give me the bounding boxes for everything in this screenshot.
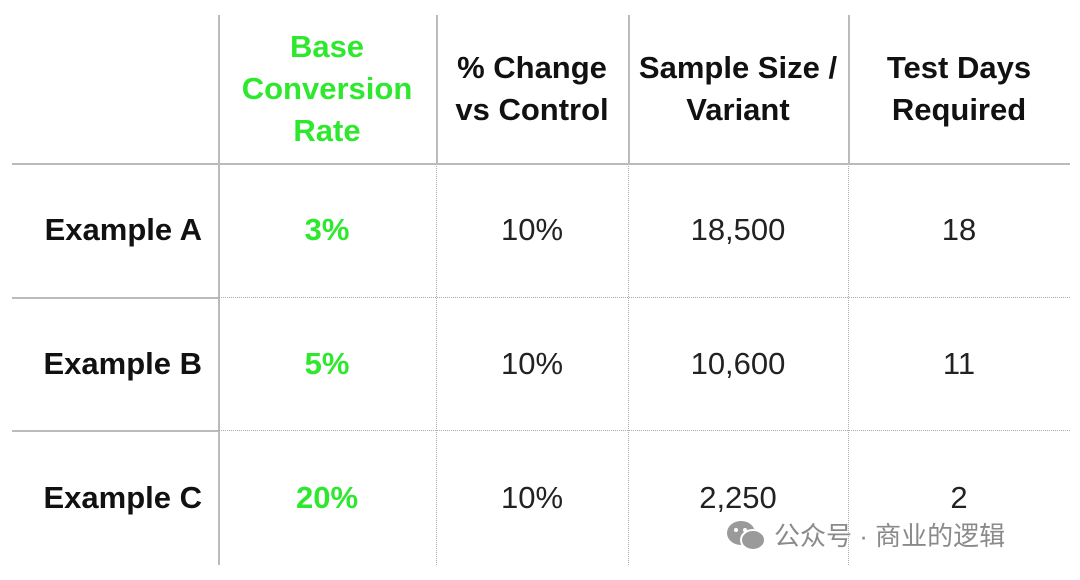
header-cell: % Change vs Control	[455, 50, 609, 127]
row-divider	[12, 297, 218, 299]
column-divider	[218, 163, 220, 565]
table-cell: 2,250	[699, 479, 777, 515]
column-divider	[628, 163, 629, 565]
row-label: Example B	[43, 345, 202, 381]
row-divider	[218, 430, 1070, 431]
column-divider	[436, 15, 438, 163]
table-cell: 5%	[304, 345, 350, 381]
table-cell: 11	[942, 345, 976, 381]
row-divider	[218, 297, 1070, 298]
table-cell: 18	[941, 212, 977, 247]
column-divider	[848, 163, 849, 565]
table-cell: 3%	[304, 212, 350, 247]
column-divider	[218, 15, 220, 163]
table-cell: 2	[950, 479, 968, 515]
wechat-icon	[727, 520, 766, 551]
table-cell: 10%	[500, 345, 564, 381]
column-divider	[628, 15, 630, 163]
table-cell: 10,600	[690, 345, 786, 381]
table-cell: 18,500	[690, 212, 786, 247]
table-cell: 20%	[295, 479, 359, 515]
header-divider	[12, 163, 1070, 165]
row-label: Example A	[44, 212, 202, 247]
column-divider	[436, 163, 437, 565]
header-cell: Base Conversion Rate	[241, 29, 413, 148]
watermark: 公众号 · 商业的逻辑	[724, 516, 1005, 553]
column-divider	[848, 15, 850, 163]
row-divider	[12, 430, 218, 432]
watermark-text: 公众号 · 商业的逻辑	[774, 521, 1006, 551]
header-cell: Sample Size / Variant	[638, 50, 838, 127]
table-cell: 10%	[500, 212, 564, 247]
header-cell: Test Days Required	[886, 50, 1032, 127]
table-cell: 10%	[500, 479, 564, 515]
row-label: Example C	[43, 479, 202, 515]
